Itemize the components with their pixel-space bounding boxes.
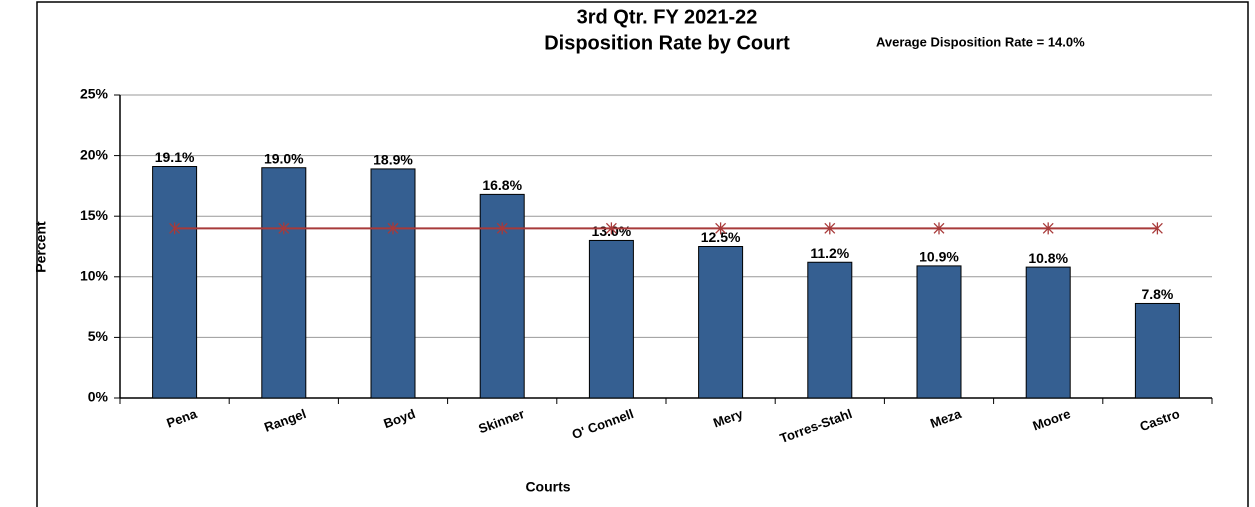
bar bbox=[261, 167, 307, 399]
value-label: 19.1% bbox=[155, 149, 195, 165]
value-label: 19.0% bbox=[264, 150, 304, 166]
average-marker bbox=[1151, 222, 1163, 235]
y-tick-label: 10% bbox=[80, 268, 109, 284]
average-marker bbox=[933, 222, 945, 235]
y-tick-label: 5% bbox=[88, 328, 109, 344]
chart-title: 3rd Qtr. FY 2021-22 bbox=[577, 6, 758, 28]
annotation: Average Disposition Rate = 14.0% bbox=[876, 34, 1085, 49]
average-marker bbox=[1042, 222, 1054, 235]
average-marker bbox=[824, 222, 836, 235]
y-tick-label: 20% bbox=[80, 146, 109, 162]
y-tick-label: 25% bbox=[80, 86, 109, 102]
value-label: 10.8% bbox=[1028, 250, 1068, 266]
average-marker bbox=[496, 222, 508, 235]
value-label: 11.2% bbox=[810, 245, 849, 261]
value-label: 12.5% bbox=[701, 229, 741, 245]
chart-title: Disposition Rate by Court bbox=[544, 32, 790, 54]
bar bbox=[698, 246, 744, 399]
bar bbox=[916, 265, 962, 399]
average-marker bbox=[387, 222, 399, 235]
average-marker bbox=[278, 222, 290, 235]
bar bbox=[807, 261, 853, 399]
bar bbox=[1025, 266, 1071, 399]
bar bbox=[588, 239, 634, 399]
x-axis-title: Courts bbox=[525, 479, 570, 495]
y-tick-label: 0% bbox=[88, 389, 109, 405]
chart-frame bbox=[36, 1, 1249, 507]
value-label: 16.8% bbox=[482, 177, 522, 193]
bar bbox=[152, 166, 198, 399]
value-label: 7.8% bbox=[1141, 286, 1173, 302]
value-label: 18.9% bbox=[373, 152, 413, 168]
average-marker bbox=[169, 222, 181, 235]
y-tick-label: 15% bbox=[80, 207, 109, 223]
bar bbox=[1134, 302, 1180, 399]
bar bbox=[370, 168, 416, 399]
y-axis-title: Percent bbox=[33, 221, 49, 273]
average-marker bbox=[605, 222, 617, 235]
average-marker bbox=[715, 222, 727, 235]
value-label: 10.9% bbox=[919, 249, 959, 265]
